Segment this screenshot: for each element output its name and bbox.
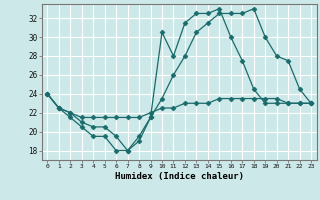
X-axis label: Humidex (Indice chaleur): Humidex (Indice chaleur) — [115, 172, 244, 181]
